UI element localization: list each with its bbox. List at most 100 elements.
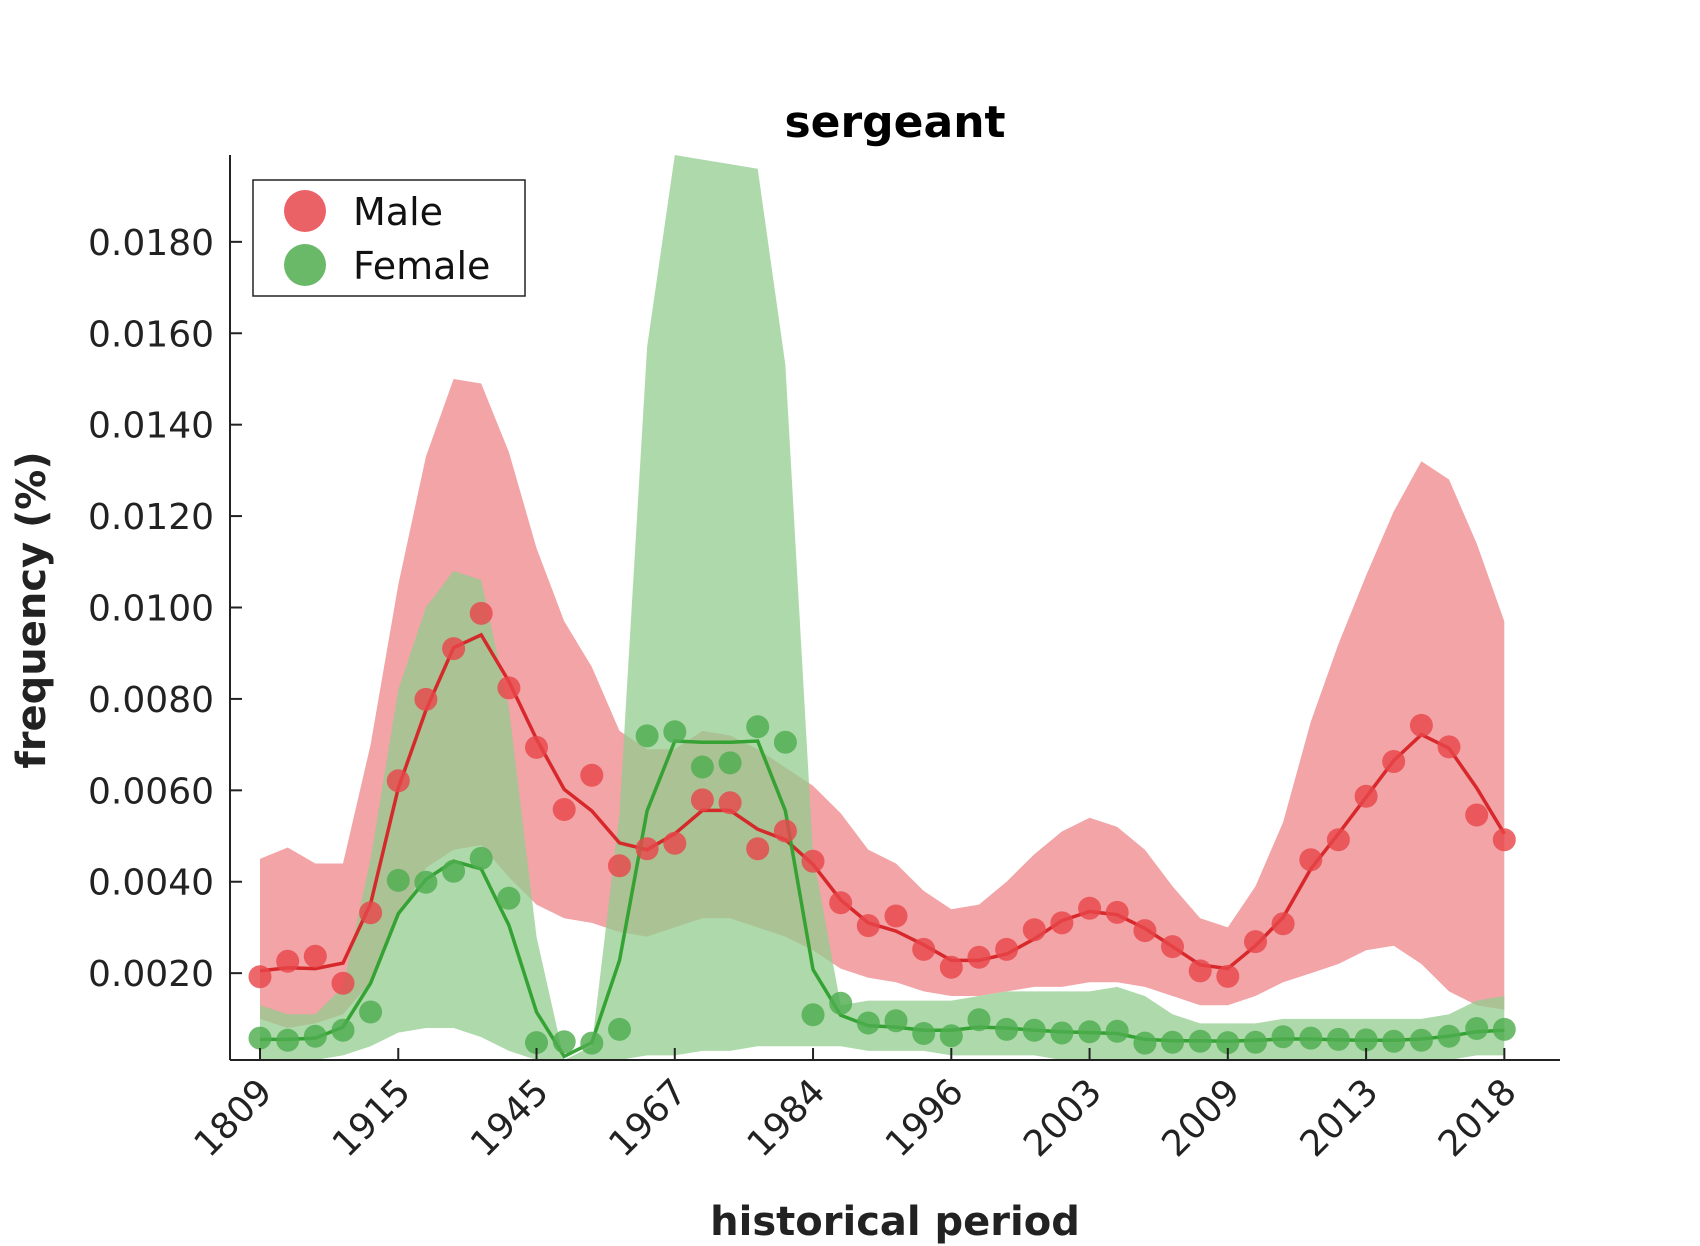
female-data-point (690, 755, 714, 779)
male-data-point (469, 601, 493, 625)
smoothed-lines (259, 632, 1506, 1059)
female-data-point (773, 730, 797, 754)
female-data-point (1271, 1025, 1295, 1049)
female-data-point (1492, 1017, 1516, 1041)
x-tick-label: 1809 (187, 1071, 281, 1165)
male-data-point (856, 914, 880, 938)
x-tick-label: 2018 (1431, 1071, 1525, 1165)
male-data-point (773, 819, 797, 843)
female-data-point (718, 751, 742, 775)
female-data-point (469, 846, 493, 870)
female-data-point (442, 859, 466, 883)
male-data-point (718, 791, 742, 815)
legend-marker-female (284, 244, 326, 286)
male-data-point (1216, 964, 1240, 988)
y-tick-label: 0.0120 (88, 497, 214, 538)
male-data-point (801, 849, 825, 873)
male-data-point (939, 955, 963, 979)
male-data-point (303, 944, 327, 968)
female-data-point (1216, 1031, 1240, 1055)
male-data-point (359, 901, 383, 925)
female-data-point (967, 1008, 991, 1032)
male-data-point (829, 891, 853, 915)
female-data-point (580, 1031, 604, 1055)
male-data-point (552, 798, 576, 821)
x-tick-label: 2003 (1016, 1071, 1110, 1165)
male-data-point (746, 837, 770, 861)
male-data-point (884, 904, 908, 928)
male-data-point (1133, 919, 1157, 943)
male-data-point (580, 763, 604, 787)
male-data-point (1492, 828, 1516, 852)
female-data-point (1022, 1018, 1046, 1042)
female-data-point (1326, 1027, 1350, 1051)
male-data-point (1105, 900, 1129, 924)
male-data-point (690, 788, 714, 812)
male-data-point (1437, 735, 1461, 759)
male-data-point (1022, 918, 1046, 942)
x-tick-label: 1967 (601, 1071, 695, 1165)
legend-label-male: Male (353, 190, 443, 234)
female-data-point (1188, 1029, 1212, 1053)
female-data-point (331, 1018, 355, 1042)
y-axis-ticks: 0.0020 0.0040 0.0060 0.0080 0.0100 0.0120 0.01… (88, 223, 242, 995)
data-points (248, 601, 1516, 1055)
female-data-point (525, 1031, 548, 1055)
male-data-point (912, 937, 936, 961)
x-tick-label: 2009 (1154, 1071, 1248, 1165)
male-data-point (386, 769, 410, 793)
male-confidence-band (260, 379, 1505, 1028)
y-tick-label: 0.0080 (88, 680, 214, 721)
y-tick-label: 0.0180 (88, 223, 214, 264)
female-data-point (1244, 1030, 1267, 1054)
male-data-point (1299, 848, 1323, 872)
male-data-point (1354, 784, 1378, 808)
male-data-point (1244, 930, 1267, 954)
female-data-point (497, 886, 521, 910)
female-data-point (608, 1017, 631, 1041)
chart-title: sergeant (784, 97, 1005, 148)
x-tick-label: 1984 (740, 1071, 834, 1165)
female-data-point (1354, 1028, 1378, 1052)
male-data-point (1161, 935, 1184, 959)
male-data-point (276, 949, 300, 973)
female-data-point (248, 1026, 272, 1050)
male-data-point (663, 831, 687, 855)
male-data-point (967, 945, 991, 969)
x-tick-label: 1996 (878, 1071, 972, 1165)
female-data-point (1050, 1021, 1074, 1045)
male-data-point (248, 965, 272, 989)
female-data-point (1133, 1031, 1157, 1055)
confidence-bands (260, 155, 1505, 1060)
female-data-point (1105, 1019, 1129, 1043)
female-data-point (1437, 1024, 1461, 1048)
female-data-point (801, 1003, 825, 1027)
female-data-point (884, 1009, 908, 1033)
female-data-point (1465, 1017, 1489, 1040)
male-data-point (608, 854, 631, 878)
female-series-line (260, 739, 1505, 1059)
x-axis-label: historical period (710, 1199, 1080, 1245)
female-data-point (386, 868, 410, 892)
female-data-point (1409, 1028, 1433, 1052)
male-data-point (331, 971, 355, 995)
legend-marker-male (284, 190, 326, 232)
male-data-point (497, 676, 521, 700)
y-tick-label: 0.0160 (88, 314, 214, 355)
male-data-point (414, 687, 438, 711)
male-data-point (1409, 713, 1433, 737)
y-tick-label: 0.0140 (88, 406, 214, 447)
male-data-point (1078, 896, 1102, 920)
male-data-point (1050, 911, 1074, 935)
male-data-point (442, 637, 466, 661)
male-data-point (525, 735, 548, 759)
female-confidence-band (260, 155, 1505, 1060)
male-data-point (995, 937, 1019, 961)
female-data-point (746, 715, 770, 739)
female-data-point (552, 1030, 576, 1054)
male-data-point (1326, 828, 1350, 852)
female-data-point (995, 1017, 1019, 1041)
female-data-point (1078, 1020, 1102, 1044)
female-data-point (856, 1011, 880, 1035)
y-tick-label: 0.0040 (88, 863, 214, 904)
